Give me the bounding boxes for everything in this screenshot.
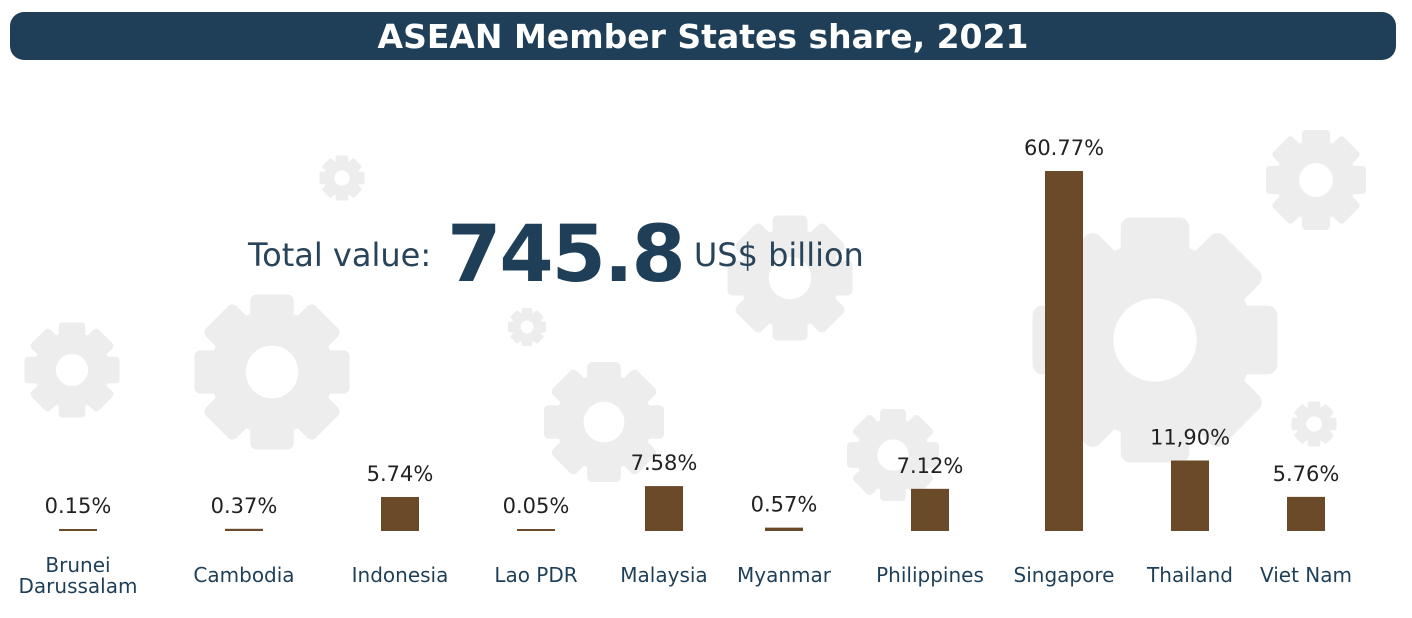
category-label: Philippines [876, 563, 984, 587]
chart-title: ASEAN Member States share, 2021 [377, 16, 1029, 56]
data-label: 0.05% [503, 494, 570, 518]
data-label: 0.15% [45, 494, 112, 518]
category-label: Lao PDR [494, 563, 577, 587]
total-label: Total value: [248, 236, 432, 274]
data-label: 0.37% [211, 494, 278, 518]
data-label: 60.77% [1024, 136, 1104, 160]
bar-8 [1171, 460, 1209, 531]
data-label: 7.58% [631, 451, 698, 475]
data-label: 11,90% [1150, 426, 1230, 450]
category-label: Myanmar [737, 563, 832, 587]
category-label: Viet Nam [1260, 563, 1352, 587]
title-bar: ASEAN Member States share, 2021 [10, 12, 1396, 60]
bar-7 [1045, 171, 1083, 531]
total-value-callout: Total value: 745.8 US$ billion [248, 200, 864, 310]
category-label: Cambodia [193, 563, 294, 587]
category-label: Thailand [1146, 563, 1233, 587]
category-label: Malaysia [620, 563, 707, 587]
bar-4 [645, 486, 683, 531]
data-label: 5.74% [367, 462, 434, 486]
data-label: 7.12% [897, 454, 964, 478]
category-label: Brunei Darussalam [19, 553, 138, 598]
category-label: Singapore [1014, 563, 1115, 587]
bar-1 [225, 528, 263, 531]
bar-6 [911, 488, 949, 531]
bar-5 [765, 527, 803, 531]
data-label: 5.76% [1273, 462, 1340, 486]
bar-3 [517, 529, 555, 531]
bar-0 [59, 529, 97, 531]
bar-2 [381, 496, 419, 531]
bar-9 [1287, 496, 1325, 531]
category-label: Indonesia [352, 563, 449, 587]
total-unit: US$ billion [693, 236, 864, 274]
total-value: 745.8 [447, 210, 686, 300]
data-label: 0.57% [751, 493, 818, 517]
